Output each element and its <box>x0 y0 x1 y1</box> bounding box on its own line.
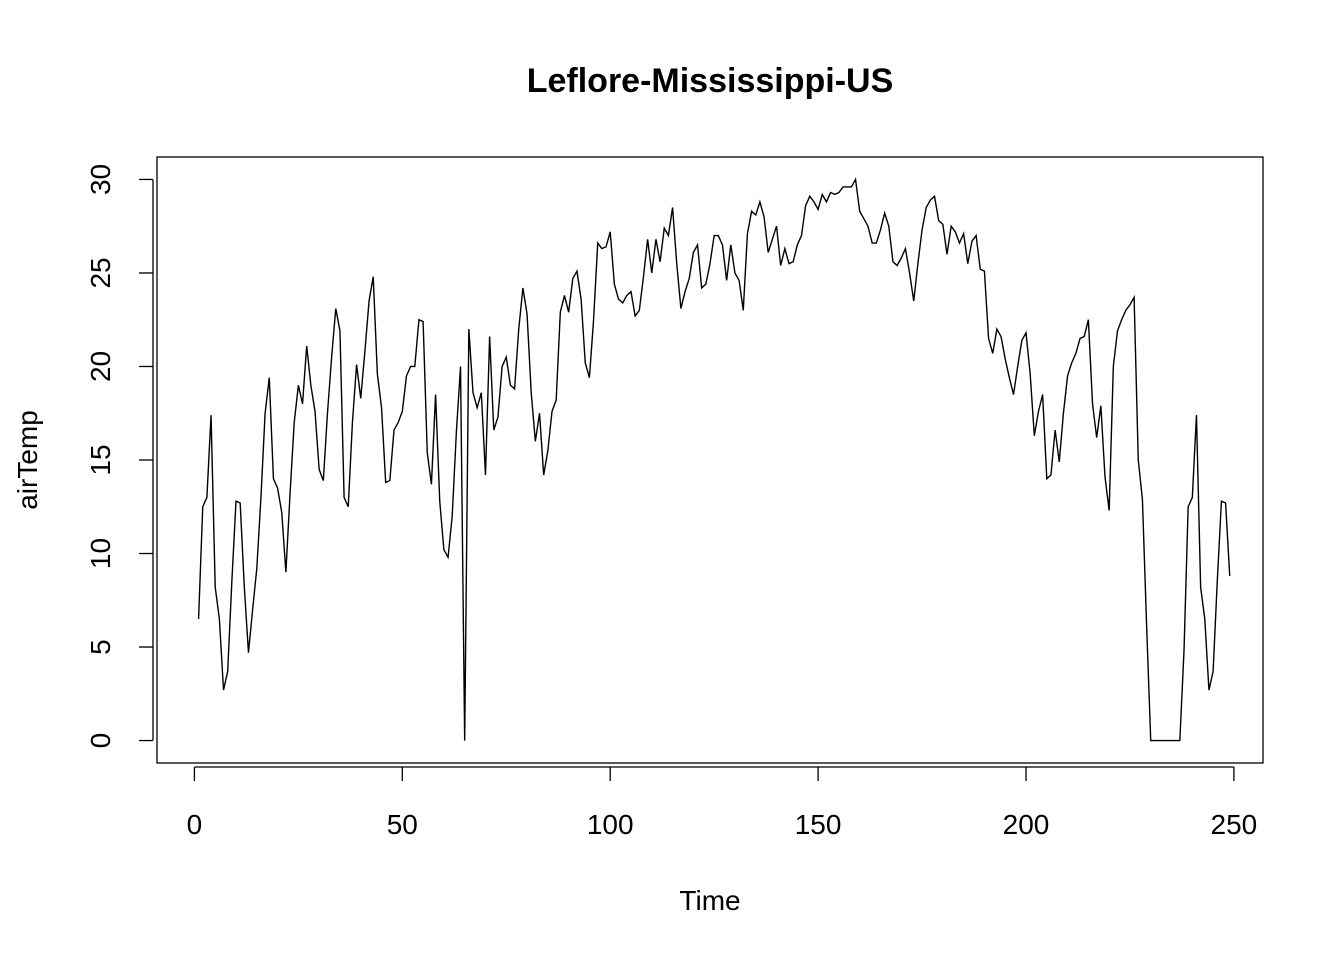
x-tick-label: 0 <box>187 809 203 840</box>
series-line <box>197 177 1231 742</box>
x-axis-label: Time <box>679 885 740 916</box>
y-tick-label: 5 <box>85 639 116 655</box>
y-tick-label: 30 <box>85 164 116 195</box>
y-tick-label: 10 <box>85 538 116 569</box>
y-axis: 0 5 10 15 20 25 30 <box>85 164 154 749</box>
chart-title: Leflore-Mississippi-US <box>527 62 894 100</box>
x-tick-label: 200 <box>1003 809 1050 840</box>
x-tick-label: 100 <box>587 809 634 840</box>
y-tick-label: 0 <box>85 733 116 749</box>
y-tick-label: 20 <box>85 351 116 382</box>
series-layer <box>197 177 1231 742</box>
x-axis: 0 50 100 150 200 250 <box>187 766 1258 840</box>
y-axis-label: airTemp <box>12 410 43 510</box>
x-tick-label: 250 <box>1211 809 1258 840</box>
y-tick-label: 15 <box>85 444 116 475</box>
y-tick-label: 25 <box>85 257 116 288</box>
x-tick-label: 50 <box>387 809 418 840</box>
plot-frame <box>156 156 1264 764</box>
x-tick-label: 150 <box>795 809 842 840</box>
